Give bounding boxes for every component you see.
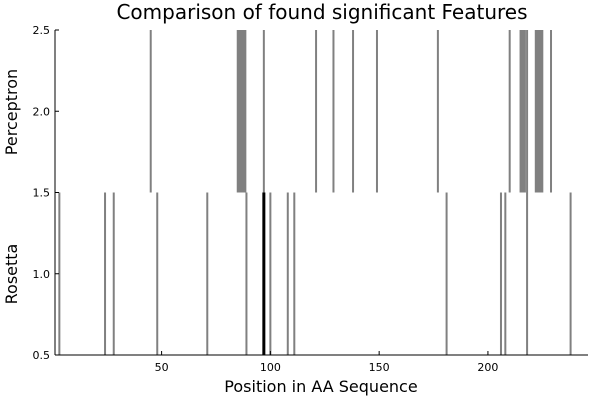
ticks-group: 50 100 150 200 0.5 1.0 1.5 2.0 2.5	[33, 24, 499, 374]
x-tick-label-1: 100	[260, 361, 281, 374]
x-tick-label-3: 200	[477, 361, 498, 374]
chart-title: Comparison of found significant Features	[116, 0, 527, 24]
y-tick-label-0: 0.5	[33, 349, 51, 362]
y-tick-label-3: 2.0	[33, 105, 51, 118]
bars-group	[58, 30, 572, 355]
x-tick-label-2: 150	[369, 361, 390, 374]
x-axis-label: Position in AA Sequence	[224, 377, 417, 396]
y-axis-label-perceptron: Perceptron	[2, 69, 21, 155]
axes-group	[54, 30, 588, 356]
y-tick-label-2: 1.5	[33, 187, 51, 200]
y-tick-label-4: 2.5	[33, 24, 51, 37]
y-axis-label-rosetta: Rosetta	[2, 244, 21, 305]
x-tick-label-0: 50	[155, 361, 169, 374]
y-tick-label-1: 1.0	[33, 268, 51, 281]
